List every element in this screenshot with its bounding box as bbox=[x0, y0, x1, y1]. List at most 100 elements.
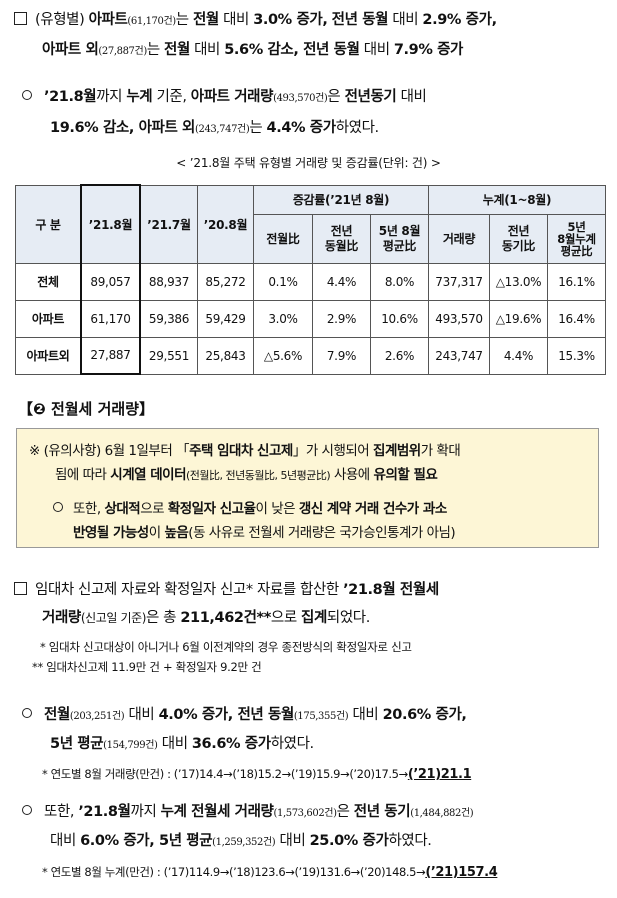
circle-bullet-icon bbox=[53, 502, 63, 512]
text: ※ (유의사항) 6월 1일부터 「 bbox=[29, 443, 190, 459]
circle-bullet-icon bbox=[22, 708, 32, 718]
text: 2.9% 증가, bbox=[422, 12, 497, 28]
cell: △19.6% bbox=[489, 299, 548, 338]
square-bullet-icon bbox=[14, 12, 27, 25]
text: 되었다. bbox=[326, 610, 370, 626]
section-number-icon: ❷ bbox=[33, 400, 46, 418]
text: 전월 bbox=[44, 707, 70, 723]
paragraph-3-line-1: 임대차 신고제 자료와 확정일자 신고* 자료를 합산한 ’21.8월 전월세 bbox=[14, 578, 439, 599]
cell: 2.6% bbox=[370, 336, 429, 375]
text: 가 확대 bbox=[420, 443, 461, 459]
text: 대비 bbox=[128, 707, 155, 723]
text: 갱신 계약 거래 건수가 과소 bbox=[298, 501, 447, 517]
text: (493,570건) bbox=[273, 93, 328, 104]
text: 반영될 가능성 bbox=[73, 525, 149, 541]
header-rate-5y: 5년 8월 평균比 bbox=[370, 213, 429, 264]
text: 대비 bbox=[279, 833, 306, 849]
table-row: 아파트외 27,887 29,551 25,843 △5.6% 7.9% 2.6… bbox=[15, 336, 606, 375]
text: 」가 시행되어 bbox=[292, 443, 370, 459]
cell: 88,937 bbox=[139, 262, 198, 301]
header-cum-group: 누계(1~8월) bbox=[428, 184, 606, 215]
header-rate-mom: 전월比 bbox=[253, 213, 313, 264]
row-label: 아파트외 bbox=[15, 336, 82, 375]
text: (175,355건) bbox=[293, 711, 349, 722]
text: 으로 bbox=[270, 610, 297, 626]
text: 7.9% 증가 bbox=[393, 42, 464, 58]
text: 시계열 데이터 bbox=[110, 467, 187, 483]
text: 4.0% 증가, 전년 동월 bbox=[158, 707, 295, 723]
text: 또한, bbox=[44, 804, 75, 820]
cell: 4.4% bbox=[489, 336, 548, 375]
cell: 27,887 bbox=[80, 336, 141, 375]
text: 누계 bbox=[126, 89, 153, 105]
header-rate-yoy: 전년 동월比 bbox=[312, 213, 371, 264]
transaction-table: 구 분 ’21.8월 ’21.7월 ’20.8월 증감률(’21년 8월) 누계… bbox=[15, 184, 606, 375]
text: 대비 bbox=[194, 42, 220, 58]
cell: 85,272 bbox=[197, 262, 254, 301]
table-row: 전체 89,057 88,937 85,272 0.1% 4.4% 8.0% 7… bbox=[15, 262, 606, 301]
text: 대비 bbox=[161, 736, 188, 752]
text: (전월比, 전년동월比, 5년평균比) bbox=[186, 469, 331, 482]
text: 은 bbox=[327, 89, 341, 105]
text: 까지 bbox=[130, 804, 157, 820]
bracket: 【 bbox=[18, 400, 34, 418]
text: ’21.8월 bbox=[44, 89, 97, 105]
text: (61,170건) bbox=[127, 16, 176, 27]
text: 하였다. bbox=[270, 736, 314, 752]
paragraph-2-line-1: ’21.8월까지 누계 기준, 아파트 거래량(493,570건)은 전년동기 … bbox=[22, 85, 427, 106]
text: 아파트 외 bbox=[42, 42, 99, 58]
text: 이 낮은 bbox=[255, 501, 296, 517]
header-rate-group: 증감률(’21년 8월) bbox=[253, 184, 429, 215]
text: (1,259,352건) bbox=[212, 837, 276, 848]
text: 대비 bbox=[352, 707, 379, 723]
text: (1,484,882건) bbox=[410, 808, 474, 819]
text: 전년 동기 bbox=[353, 804, 411, 820]
footnote-4: * 연도별 8월 누계(만건) : (’17)114.9→(’18)123.6→… bbox=[42, 864, 498, 880]
text: 대비 bbox=[223, 12, 249, 28]
text: 확정일자 신고율 bbox=[167, 501, 256, 517]
text: 대비 bbox=[392, 12, 419, 28]
text: 3.0% 증가, bbox=[253, 12, 328, 28]
text: 이 bbox=[148, 525, 161, 541]
cell: 10.6% bbox=[370, 299, 429, 338]
text: (동 사유로 전월세 거래량은 국가승인통계가 아님) bbox=[188, 525, 456, 541]
text: ** bbox=[256, 610, 272, 626]
paragraph-3-line-2: 거래량(신고일 기준)은 총 211,462건**으로 집계되었다. bbox=[42, 606, 370, 627]
text: 높음 bbox=[164, 525, 189, 541]
paragraph-5-line-2: 대비 6.0% 증가, 5년 평균(1,259,352건) 대비 25.0% 증… bbox=[50, 829, 432, 850]
cell: 7.9% bbox=[312, 336, 371, 375]
cell: 243,747 bbox=[428, 336, 490, 375]
notice-line-2: 됨에 따라 시계열 데이터(전월比, 전년동월比, 5년평균比) 사용에 유의할… bbox=[55, 463, 438, 483]
notice-line-4: 반영될 가능성이 높음(동 사유로 전월세 거래량은 국가승인통계가 아님) bbox=[73, 521, 456, 541]
cell: 59,429 bbox=[197, 299, 254, 338]
paragraph-2-line-2: 19.6% 감소, 아파트 외(243,747건)는 4.4% 증가하였다. bbox=[50, 116, 379, 137]
footnote-1: * 임대차 신고대상이 아니거나 6월 이전계약의 경우 종전방식의 확정일자로… bbox=[40, 640, 412, 654]
cell: 25,843 bbox=[197, 336, 254, 375]
text: 25.0% 증가 bbox=[309, 833, 389, 849]
text: 전년동기 bbox=[344, 89, 397, 105]
cell: 2.9% bbox=[312, 299, 371, 338]
header-col-2107: ’21.7월 bbox=[139, 184, 198, 264]
table-row: 아파트 61,170 59,386 59,429 3.0% 2.9% 10.6%… bbox=[15, 299, 606, 338]
cell: 3.0% bbox=[253, 299, 313, 338]
text: 으로 bbox=[140, 501, 165, 517]
text: 집계 bbox=[301, 610, 327, 626]
text: 전년 동월 bbox=[331, 12, 389, 28]
text: * 연도별 8월 누계(만건) : (’17)114.9→(’18)123.6→… bbox=[42, 865, 426, 879]
row-label: 아파트 bbox=[15, 299, 82, 338]
text: 사용에 bbox=[333, 467, 370, 483]
text: (’21)21.1 bbox=[407, 767, 472, 782]
text: 까지 bbox=[96, 89, 123, 105]
paragraph-4-line-2: 5년 평균(154,799건) 대비 36.6% 증가하였다. bbox=[50, 732, 314, 753]
text: (27,887건) bbox=[98, 46, 147, 57]
text: (243,747건) bbox=[195, 124, 250, 135]
text: (유형별) bbox=[35, 12, 85, 28]
cell: 4.4% bbox=[312, 262, 371, 301]
text: 은 총 bbox=[146, 610, 177, 626]
cell: △5.6% bbox=[253, 336, 313, 375]
paragraph-4-line-1: 전월(203,251건) 대비 4.0% 증가, 전년 동월(175,355건)… bbox=[22, 703, 467, 724]
text: 36.6% 증가 bbox=[191, 736, 271, 752]
cell: 0.1% bbox=[253, 262, 313, 301]
text: (1,573,602건) bbox=[273, 808, 337, 819]
footnote-3: * 연도별 8월 거래량(만건) : (’17)14.4→(’18)15.2→(… bbox=[42, 766, 472, 782]
